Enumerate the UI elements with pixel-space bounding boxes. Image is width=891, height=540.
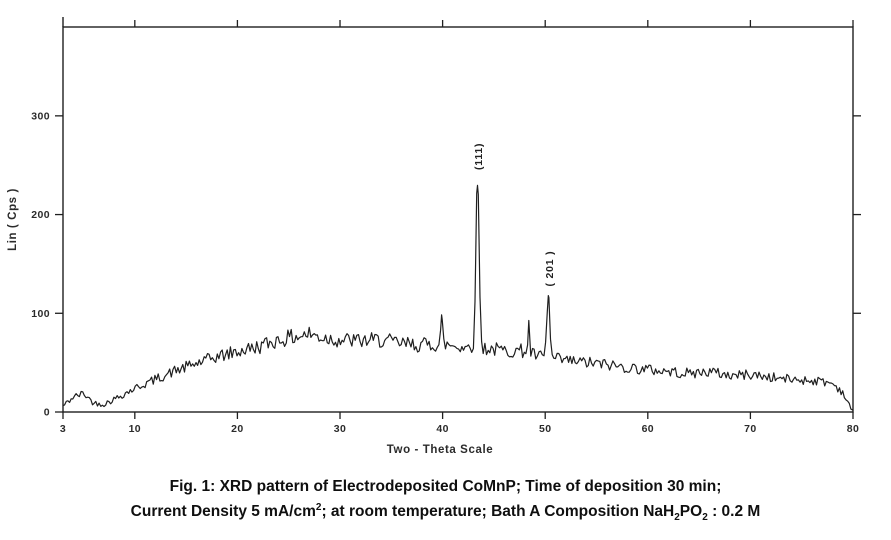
xrd-trace	[62, 184, 854, 411]
caption-line2-part3: PO	[679, 503, 703, 520]
y-tick-label: 300	[31, 110, 50, 122]
xrd-chart: 3 10 20 30 40 50 60 70 80 0 100 200 300 Two - Theta S…	[7, 17, 861, 456]
plot-frame	[62, 26, 854, 413]
x-tick-label: 20	[231, 423, 243, 435]
caption-line-1: Fig. 1: XRD pattern of Electrodeposited …	[169, 478, 722, 495]
xrd-chart-svg: 3 10 20 30 40 50 60 70 80 0 100 200 300 Two - Theta S…	[7, 17, 861, 456]
x-tick-label: 70	[744, 423, 756, 435]
y-tick-label: 200	[31, 209, 50, 221]
x-tick-label: 50	[539, 423, 551, 435]
x-tick-label: 60	[642, 423, 654, 435]
y-axis-title: Lin ( Cps )	[7, 188, 19, 251]
y-tick-label: 0	[44, 407, 50, 419]
peak-label-0: (111)	[473, 143, 485, 170]
caption-subscript-2: 2	[702, 512, 708, 524]
y-tick-label: 100	[31, 308, 50, 320]
caption-superscript: 2	[315, 501, 322, 513]
caption-line2-part1: Current Density 5 mA/cm	[130, 503, 316, 520]
x-tick-label: 10	[129, 423, 141, 435]
caption-subscript-1: 2	[674, 512, 680, 524]
x-tick-label: 40	[436, 423, 448, 435]
x-axis-title: Two - Theta Scale	[387, 444, 493, 456]
x-tick-label: 80	[847, 423, 859, 435]
figure-caption: Fig. 1: XRD pattern of Electrodeposited …	[0, 474, 891, 524]
peak-label-1: ( 201 )	[544, 251, 556, 287]
x-tick-label: 30	[334, 423, 346, 435]
caption-line2-part4: : 0.2 M	[707, 503, 761, 520]
x-tick-label: 3	[60, 423, 66, 435]
caption-line-2: Current Density 5 mA/cm2; at room temper…	[0, 499, 891, 524]
caption-line2-part2: ; at room temperature; Bath A Compositio…	[321, 503, 675, 520]
